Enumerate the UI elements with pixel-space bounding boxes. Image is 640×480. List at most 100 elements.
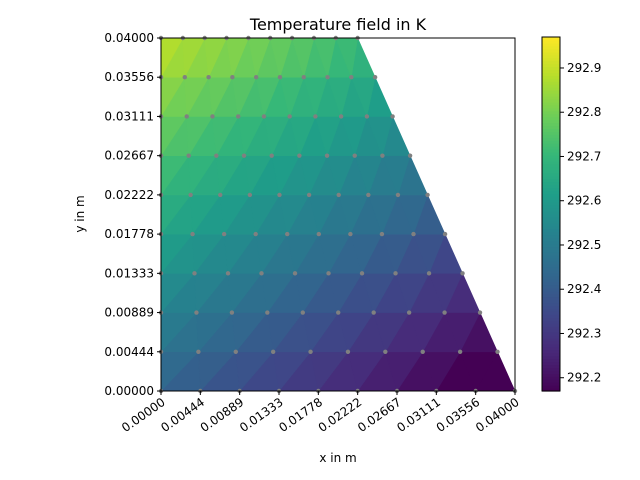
y-tick-label: 0.00000 [104,384,154,398]
colorbar-segment [542,87,560,91]
colorbar-segment [542,57,560,62]
colorbar-segment [542,90,560,94]
mesh-node [218,192,223,198]
mesh-node [225,271,231,276]
mesh-node [407,153,413,158]
chart-title: Temperature field in K [249,15,427,34]
colorbar-segment [542,113,560,118]
colorbar-segment [542,278,560,283]
colorbar-segment [542,252,560,256]
colorbar-segment [542,355,560,360]
colorbar-segment [542,237,560,242]
colorbar-segment [542,181,560,186]
colorbar-segment [542,69,560,73]
colorbar-segment [542,379,560,383]
y-tick-label: 0.00889 [104,306,154,320]
colorbar-segment [542,152,560,156]
colorbar-segment [542,320,560,324]
colorbar-segment [542,93,560,97]
mesh-node [253,75,259,80]
mesh-node [411,231,416,237]
colorbar-segment [542,228,560,233]
colorbar-tick-label: 292.3 [567,326,601,340]
mesh-node [233,349,238,354]
mesh-node [442,310,447,315]
colorbar-segment [542,66,560,71]
colorbar-segment [542,211,560,215]
y-tick-label: 0.02222 [104,188,154,202]
colorbar-segment [542,54,560,59]
mesh-node [406,310,412,315]
colorbar-segment [542,337,560,342]
mesh-node [229,310,235,315]
mesh-node [270,349,276,354]
colorbar-segment [542,166,560,171]
colorbar-segment [542,281,560,286]
mesh-node [210,114,215,119]
colorbar-tick-label: 292.4 [567,282,601,296]
mesh-node [184,114,189,119]
mesh-node [352,153,357,158]
colorbar-segment [542,314,560,318]
colorbar-segment [542,205,560,209]
mesh-node [277,192,282,198]
colorbar-segment [542,329,560,333]
mesh-node [325,75,330,80]
colorbar-segment [542,385,560,389]
mesh-node [196,349,201,354]
colorbar-segment [542,293,560,298]
mesh-node [297,153,302,158]
mesh-node [425,192,430,198]
colorbar-segment [542,48,560,53]
colorbar-segment [542,45,560,50]
mesh-node [221,231,227,237]
mesh-node [277,75,283,80]
colorbar-segment [542,249,560,253]
colorbar-segment [542,370,560,374]
colorbar-segment [542,302,560,307]
colorbar-segment [542,202,560,206]
colorbar-segment [542,101,560,106]
colorbar-segment [542,222,560,227]
colorbar-tick-label: 292.9 [567,61,601,75]
colorbar-segment [542,343,560,348]
mesh-node [194,310,199,315]
colorbar-segment [542,287,560,292]
mesh-node [316,231,322,237]
mesh-node [287,114,292,119]
colorbar-segment [542,172,560,177]
mesh-node [477,310,483,315]
colorbar-segment [542,243,560,248]
colorbar-segment [542,214,560,218]
mesh-node [372,75,378,80]
colorbar-segment [542,219,560,224]
colorbar-segment [542,110,560,115]
mesh-node [336,310,341,315]
y-tick-label: 0.01333 [104,266,154,280]
mesh-node [371,310,376,315]
colorbar-segment [542,275,560,280]
colorbar-segment [542,137,560,141]
mesh-node [259,271,264,276]
colorbar-segment [542,131,560,135]
colorbar-segment [542,358,560,363]
colorbar-segment [542,81,560,85]
colorbar-segment [542,75,560,79]
colorbar-segment [542,332,560,336]
colorbar-segment [542,308,560,312]
colorbar-segment [542,190,560,194]
mesh-node [364,114,370,119]
colorbar-segment [542,267,560,271]
colorbar-segment [542,193,560,197]
colorbar-segment [542,373,560,377]
y-tick-label: 0.04000 [104,31,154,45]
colorbar-segment [542,125,560,130]
mesh-node [420,349,425,354]
colorbar-segment [542,334,560,339]
colorbar-segment [542,149,560,153]
colorbar-segment [542,155,560,159]
colorbar-segment [542,78,560,82]
colorbar-segment [542,51,560,56]
colorbar-segment [542,60,560,65]
colorbar-segment [542,367,560,371]
